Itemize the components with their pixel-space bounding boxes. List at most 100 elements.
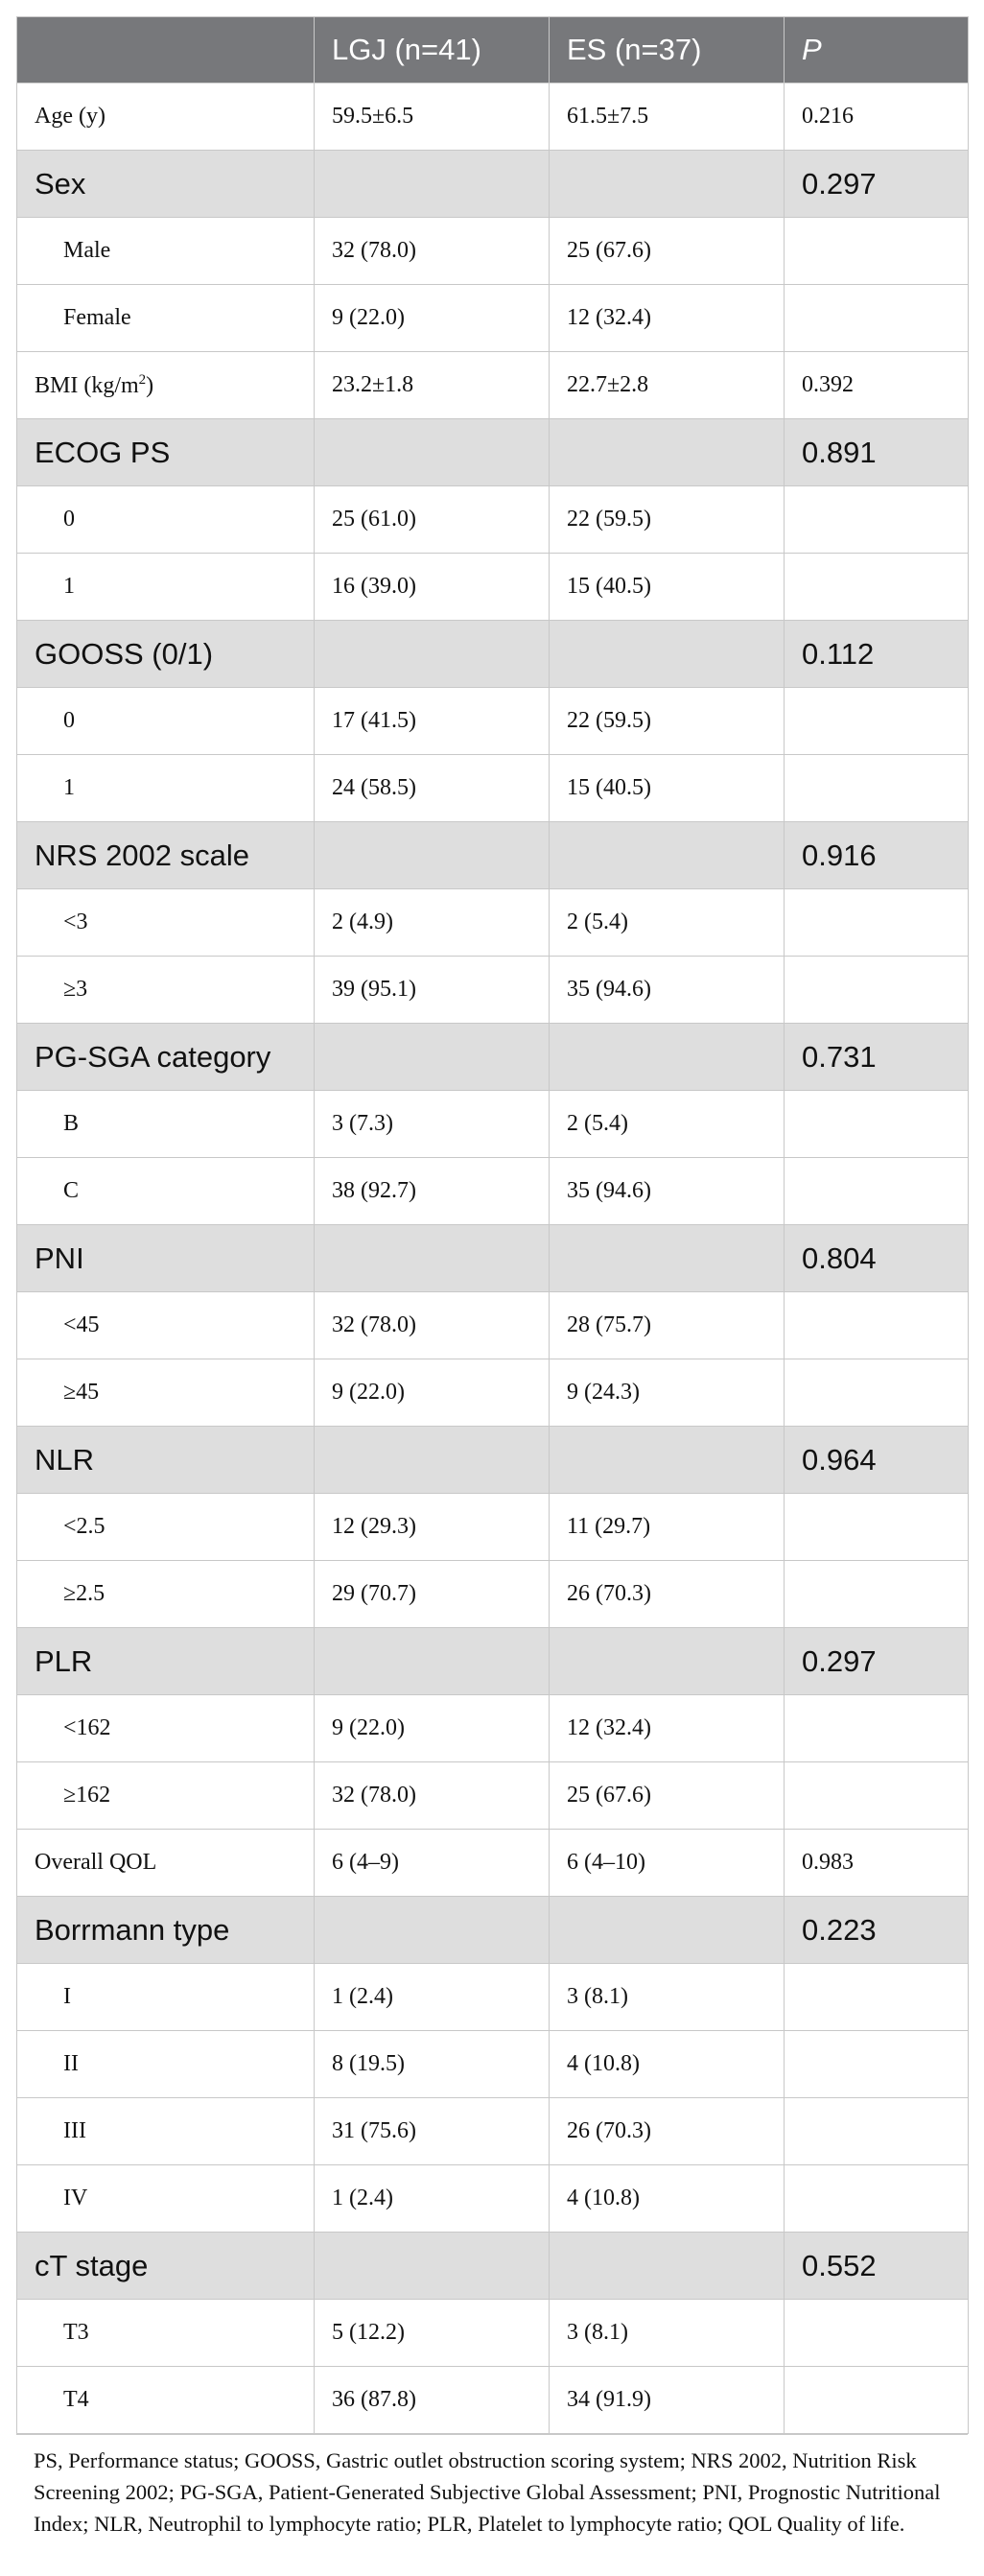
cell-es	[549, 418, 785, 486]
table-row: <162 9 (22.0) 12 (32.4)	[16, 1694, 969, 1762]
row-label: III	[16, 2097, 315, 2165]
row-label-text: PNI	[35, 1241, 84, 1275]
cell-p-value: 0.297	[784, 1627, 969, 1695]
row-label-suffix: )	[146, 372, 154, 398]
cell-p-value: 0.112	[784, 620, 969, 688]
cell-es: 22 (59.5)	[549, 485, 785, 554]
cell-p-value: 0.891	[784, 418, 969, 486]
cell-lgj: 29 (70.7)	[314, 1560, 550, 1628]
cell-p-value	[784, 1963, 969, 2031]
table-row: Female 9 (22.0) 12 (32.4)	[16, 284, 969, 352]
row-label: cT stage	[16, 2232, 315, 2300]
table-row: I 1 (2.4) 3 (8.1)	[16, 1963, 969, 2031]
row-label-text: NLR	[35, 1442, 95, 1477]
table-row: T3 5 (12.2) 3 (8.1)	[16, 2299, 969, 2367]
cell-p-value: 0.916	[784, 821, 969, 889]
row-label: PNI	[16, 1224, 315, 1292]
cell-p-value	[784, 2299, 969, 2367]
row-label-text: 1	[63, 775, 75, 800]
table-group-row: GOOSS (0/1) 0.112	[16, 620, 969, 688]
cell-lgj: 5 (12.2)	[314, 2299, 550, 2367]
cell-p-value	[784, 956, 969, 1024]
cell-p-value: 0.216	[784, 83, 969, 151]
table-row: BMI (kg/m2) 23.2±1.8 22.7±2.8 0.392	[16, 351, 969, 419]
row-label-text: II	[63, 2051, 79, 2076]
cell-es: 4 (10.8)	[549, 2164, 785, 2233]
cell-es: 25 (67.6)	[549, 1761, 785, 1830]
cell-p-value	[784, 553, 969, 621]
table-row: <3 2 (4.9) 2 (5.4)	[16, 888, 969, 957]
cell-lgj: 9 (22.0)	[314, 1694, 550, 1762]
row-label: ≥162	[16, 1761, 315, 1830]
cell-es	[549, 2232, 785, 2300]
row-label: <2.5	[16, 1493, 315, 1561]
cell-p-value	[784, 1560, 969, 1628]
cell-es	[549, 1426, 785, 1494]
cell-lgj: 3 (7.3)	[314, 1090, 550, 1158]
row-label-text: Overall QOL	[35, 1850, 157, 1875]
cell-lgj: 31 (75.6)	[314, 2097, 550, 2165]
baseline-characteristics-table: LGJ (n=41) ES (n=37) P Age (y) 59.5±6.5 61…	[16, 16, 969, 2434]
row-label: C	[16, 1157, 315, 1225]
cell-lgj: 23.2±1.8	[314, 351, 550, 419]
table-group-row: Sex 0.297	[16, 150, 969, 218]
cell-es: 28 (75.7)	[549, 1291, 785, 1359]
cell-p-value: 0.223	[784, 1896, 969, 1964]
table-group-row: PLR 0.297	[16, 1627, 969, 1695]
cell-p-value: 0.297	[784, 150, 969, 218]
cell-lgj	[314, 150, 550, 218]
row-label: ≥45	[16, 1359, 315, 1427]
table-row: <2.5 12 (29.3) 11 (29.7)	[16, 1493, 969, 1561]
row-label-text: PG-SGA category	[35, 1039, 271, 1074]
cell-es: 22 (59.5)	[549, 687, 785, 755]
cell-es: 35 (94.6)	[549, 1157, 785, 1225]
table-row: 0 17 (41.5) 22 (59.5)	[16, 687, 969, 755]
header-lgj: LGJ (n=41)	[314, 16, 550, 83]
row-label: Overall QOL	[16, 1829, 315, 1897]
table-group-row: NRS 2002 scale 0.916	[16, 821, 969, 889]
row-label-text: <2.5	[63, 1514, 105, 1539]
cell-lgj	[314, 1627, 550, 1695]
table-row: IV 1 (2.4) 4 (10.8)	[16, 2164, 969, 2233]
cell-es: 25 (67.6)	[549, 217, 785, 285]
footnote-divider	[16, 2434, 968, 2435]
table-row: C 38 (92.7) 35 (94.6)	[16, 1157, 969, 1225]
table-group-row: PG-SGA category 0.731	[16, 1023, 969, 1091]
table-footnote: PS, Performance status; GOOSS, Gastric o…	[34, 2448, 941, 2536]
row-label: <162	[16, 1694, 315, 1762]
row-label: 0	[16, 485, 315, 554]
cell-p-value	[784, 2097, 969, 2165]
cell-lgj	[314, 821, 550, 889]
cell-es: 22.7±2.8	[549, 351, 785, 419]
row-label-text: C	[63, 1178, 80, 1203]
cell-es: 15 (40.5)	[549, 553, 785, 621]
row-label: 0	[16, 687, 315, 755]
cell-p-value	[784, 1090, 969, 1158]
row-label: B	[16, 1090, 315, 1158]
row-label: NRS 2002 scale	[16, 821, 315, 889]
row-label: T4	[16, 2366, 315, 2434]
cell-p-value: 0.392	[784, 351, 969, 419]
cell-es: 12 (32.4)	[549, 1694, 785, 1762]
row-label-superscript: 2	[138, 371, 147, 388]
row-label: ECOG PS	[16, 418, 315, 486]
row-label: IV	[16, 2164, 315, 2233]
table-group-row: PNI 0.804	[16, 1224, 969, 1292]
cell-lgj: 32 (78.0)	[314, 1761, 550, 1830]
row-label: PG-SGA category	[16, 1023, 315, 1091]
cell-es: 61.5±7.5	[549, 83, 785, 151]
cell-lgj: 2 (4.9)	[314, 888, 550, 957]
table-body: Age (y) 59.5±6.5 61.5±7.5 0.216 Sex 0.297 Male…	[16, 83, 969, 2434]
row-label-text: ≥45	[63, 1380, 100, 1405]
cell-lgj: 9 (22.0)	[314, 284, 550, 352]
row-label: Borrmann type	[16, 1896, 315, 1964]
row-label-text: I	[63, 1984, 71, 2009]
cell-es: 34 (91.9)	[549, 2366, 785, 2434]
row-label-text: III	[63, 2118, 86, 2143]
cell-p-value: 0.964	[784, 1426, 969, 1494]
cell-p-value	[784, 1291, 969, 1359]
row-label-text: cT stage	[35, 2248, 149, 2282]
cell-es: 26 (70.3)	[549, 2097, 785, 2165]
table-row: T4 36 (87.8) 34 (91.9)	[16, 2366, 969, 2434]
cell-es: 6 (4–10)	[549, 1829, 785, 1897]
